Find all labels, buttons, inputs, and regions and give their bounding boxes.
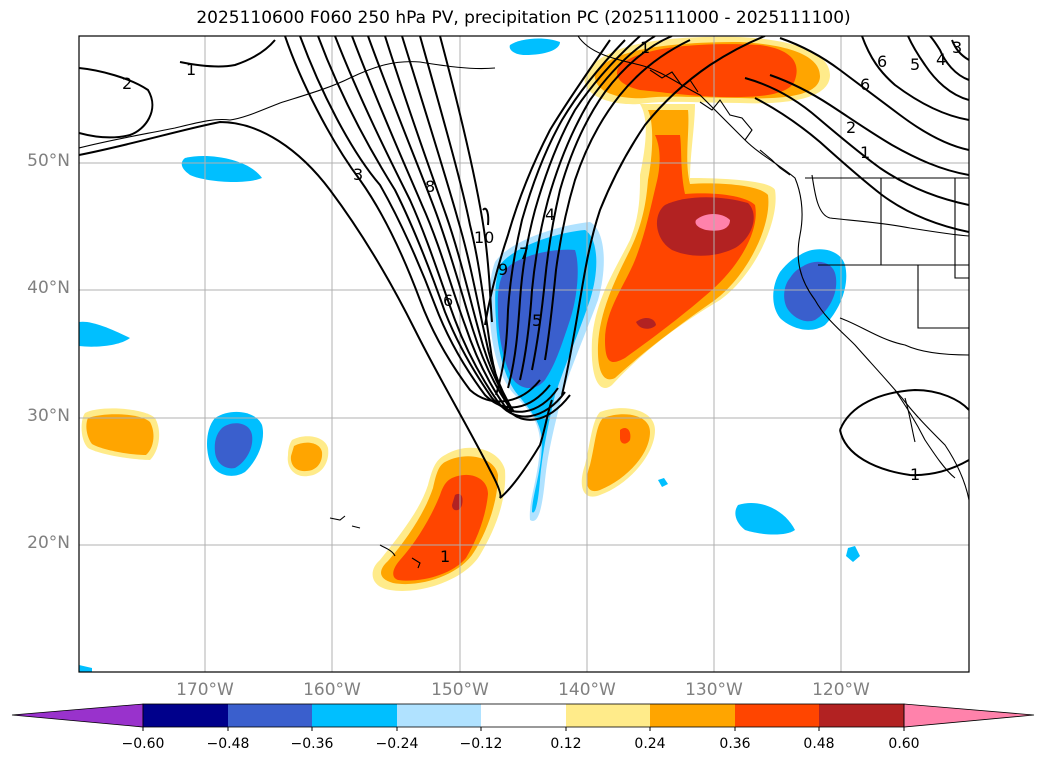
- lon-label-120w: 120°W: [812, 680, 870, 700]
- lon-label-170w: 170°W: [176, 680, 234, 700]
- colorbar-segment: [566, 704, 650, 727]
- lat-label-40n: 40°N: [27, 278, 70, 298]
- lat-label-50n: 50°N: [27, 151, 70, 171]
- pv-contour-labels: 1 2 3 8 10 9 7 4 6 5 1 2 6 5 4 3 6 1 1 1: [122, 38, 962, 566]
- pv-label: 4: [545, 205, 555, 224]
- colorbar-segment: [312, 704, 397, 727]
- precip-positive-shading: [81, 36, 830, 591]
- pv-label: 2: [122, 74, 132, 93]
- pv-label: 5: [910, 55, 920, 74]
- pv-label: 3: [952, 38, 962, 57]
- pv-label: 2: [846, 118, 856, 137]
- colorbar-tick-label: 0.60: [888, 736, 920, 752]
- colorbar-tick-label: 0.12: [550, 736, 582, 752]
- colorbar-tick-label: 0.48: [803, 736, 835, 752]
- colorbar-segment: [228, 704, 312, 727]
- colorbar-extend-left: [11, 703, 144, 728]
- colorbar-tick-label: −0.60: [121, 736, 165, 752]
- lat-label-30n: 30°N: [27, 406, 70, 426]
- lon-label-130w: 130°W: [685, 680, 743, 700]
- pv-label: 6: [443, 291, 453, 310]
- colorbar-segment: [650, 704, 735, 727]
- colorbar-tick-label: −0.24: [375, 736, 419, 752]
- colorbar-tick-label: −0.48: [206, 736, 250, 752]
- map-frame: [78, 35, 970, 673]
- colorbar: [11, 703, 1035, 731]
- map-content: 1 2 3 8 10 9 7 4 6 5 1 2 6 5 4 3 6 1 1 1: [79, 36, 969, 672]
- pv-label: 1: [640, 38, 650, 57]
- pv-label: 1: [910, 465, 920, 484]
- pv-label: 5: [532, 311, 542, 330]
- lon-label-140w: 140°W: [558, 680, 616, 700]
- pv-label: 7: [519, 244, 529, 263]
- precip-neg-north-pacific: [181, 156, 262, 182]
- colorbar-segment: [819, 704, 904, 727]
- colorbar-extend-right: [903, 703, 1035, 728]
- pv-label: 1: [186, 60, 196, 79]
- lat-label-20n: 20°N: [27, 533, 70, 553]
- pv-label: 6: [877, 52, 887, 71]
- colorbar-segment: [397, 704, 481, 727]
- colorbar-tick-label: −0.36: [290, 736, 334, 752]
- colorbar-tick-label: 0.36: [719, 736, 751, 752]
- pv-label: 3: [353, 165, 363, 184]
- lon-label-150w: 150°W: [431, 680, 489, 700]
- pv-label: 4: [936, 50, 946, 69]
- pv-contours: [79, 36, 969, 499]
- colorbar-segment: [143, 704, 228, 727]
- colorbar-segment: [481, 704, 566, 727]
- colorbar-tick-label: 0.24: [634, 736, 666, 752]
- pv-label: 9: [498, 260, 508, 279]
- pv-label: 8: [425, 177, 435, 196]
- colorbar-tick-label: −0.12: [459, 736, 503, 752]
- lon-label-160w: 160°W: [303, 680, 361, 700]
- pv-label: 10: [474, 228, 494, 247]
- map-title: 2025110600 F060 250 hPa PV, precipitatio…: [196, 8, 851, 28]
- map-gridlines: [79, 36, 969, 672]
- precip-neg-gulf: [509, 38, 560, 55]
- pv-label: 1: [440, 547, 450, 566]
- coastlines: [79, 36, 969, 569]
- colorbar-segment: [735, 704, 819, 727]
- pv-label: 1: [860, 143, 870, 162]
- pv-label: 6: [860, 75, 870, 94]
